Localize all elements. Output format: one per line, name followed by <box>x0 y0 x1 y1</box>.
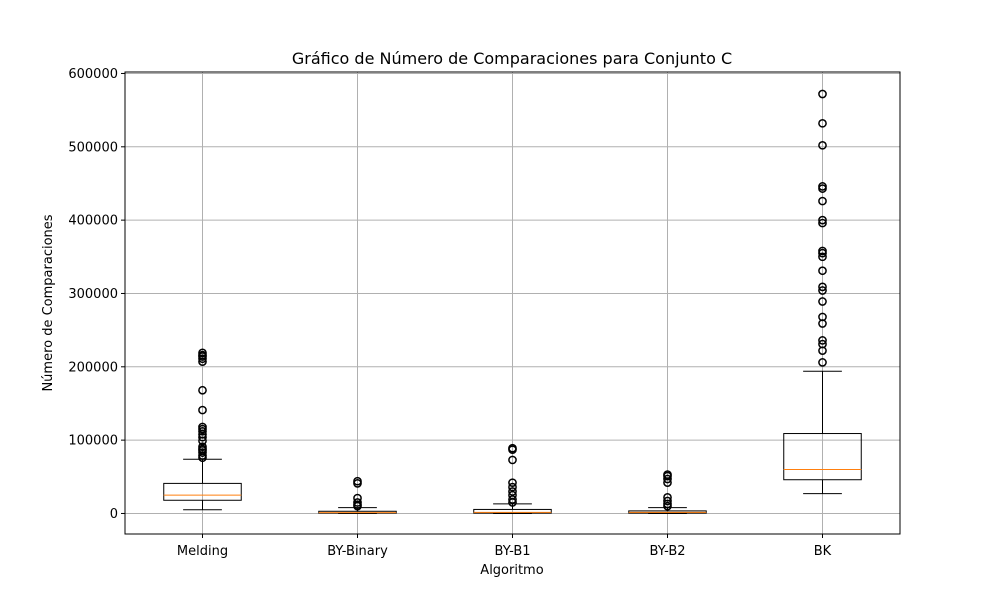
x-tick-label: BY-B2 <box>649 544 685 559</box>
outlier-point <box>663 470 672 479</box>
y-tick-label: 400000 <box>68 214 118 229</box>
outlier-point <box>353 476 362 486</box>
box-group-by-b2 <box>628 470 707 514</box>
outlier-point <box>818 358 827 367</box>
y-tick-label: 0 <box>110 507 118 522</box>
outlier-point <box>508 487 517 496</box>
outlier-point <box>818 182 827 191</box>
outlier-point <box>663 492 672 502</box>
iqr-box <box>473 508 552 514</box>
outlier-point <box>818 286 827 295</box>
x-tick-label: BY-B1 <box>494 544 530 559</box>
outlier-point <box>198 422 207 432</box>
outlier-point <box>198 385 207 395</box>
outlier-point <box>508 443 517 453</box>
plot-area <box>163 89 862 514</box>
outlier-point <box>198 405 207 415</box>
outlier-point <box>818 312 827 322</box>
box-group-by-b1 <box>473 443 552 514</box>
outlier-point <box>818 196 827 206</box>
outlier-point <box>818 266 827 276</box>
outlier-point <box>818 252 827 262</box>
x-axis-label: Algoritmo <box>480 563 543 578</box>
x-tick-label: BY-Binary <box>327 544 388 559</box>
outlier-point <box>818 140 827 150</box>
outlier-point <box>508 482 517 492</box>
outlier-point <box>663 496 672 506</box>
y-axis: 0 100000 200000 300000 400000 500000 600000 <box>68 67 125 522</box>
chart-title: Gráfico de Número de Comparaciones para … <box>292 49 732 68</box>
box-group-bk <box>783 89 862 495</box>
y-axis-label: Número de Comparaciones <box>41 214 56 391</box>
outlier-point <box>198 348 207 358</box>
iqr-box <box>163 482 242 501</box>
y-tick-label: 300000 <box>68 287 118 302</box>
outlier-point <box>353 493 362 503</box>
outlier-point <box>508 490 517 500</box>
x-tick-label: Melding <box>177 544 228 559</box>
outlier-point <box>818 89 827 99</box>
box-group-by-binary <box>318 476 397 514</box>
y-tick-label: 600000 <box>68 67 118 82</box>
outlier-point <box>818 339 827 349</box>
outlier-point <box>818 282 827 292</box>
outlier-point <box>818 218 827 228</box>
outlier-point <box>198 432 207 442</box>
outlier-point <box>818 215 827 225</box>
outlier-point <box>818 336 827 345</box>
outlier-point <box>818 246 827 256</box>
outlier-point <box>508 455 517 465</box>
y-tick-label: 500000 <box>68 140 118 155</box>
outlier-point <box>508 495 517 504</box>
box-group-melding <box>163 348 242 511</box>
iqr-box <box>783 433 862 481</box>
outlier-point <box>663 474 672 484</box>
outlier-point <box>818 118 827 128</box>
outlier-point <box>198 442 207 452</box>
x-tick-label: BK <box>814 544 832 559</box>
y-tick-label: 200000 <box>68 360 118 375</box>
x-axis: Melding BY-Binary BY-B1 BY-B2 BK <box>177 534 832 559</box>
outlier-point <box>818 297 827 306</box>
y-tick-label: 100000 <box>68 434 118 449</box>
outlier-point <box>353 498 362 507</box>
outlier-point <box>508 478 517 488</box>
